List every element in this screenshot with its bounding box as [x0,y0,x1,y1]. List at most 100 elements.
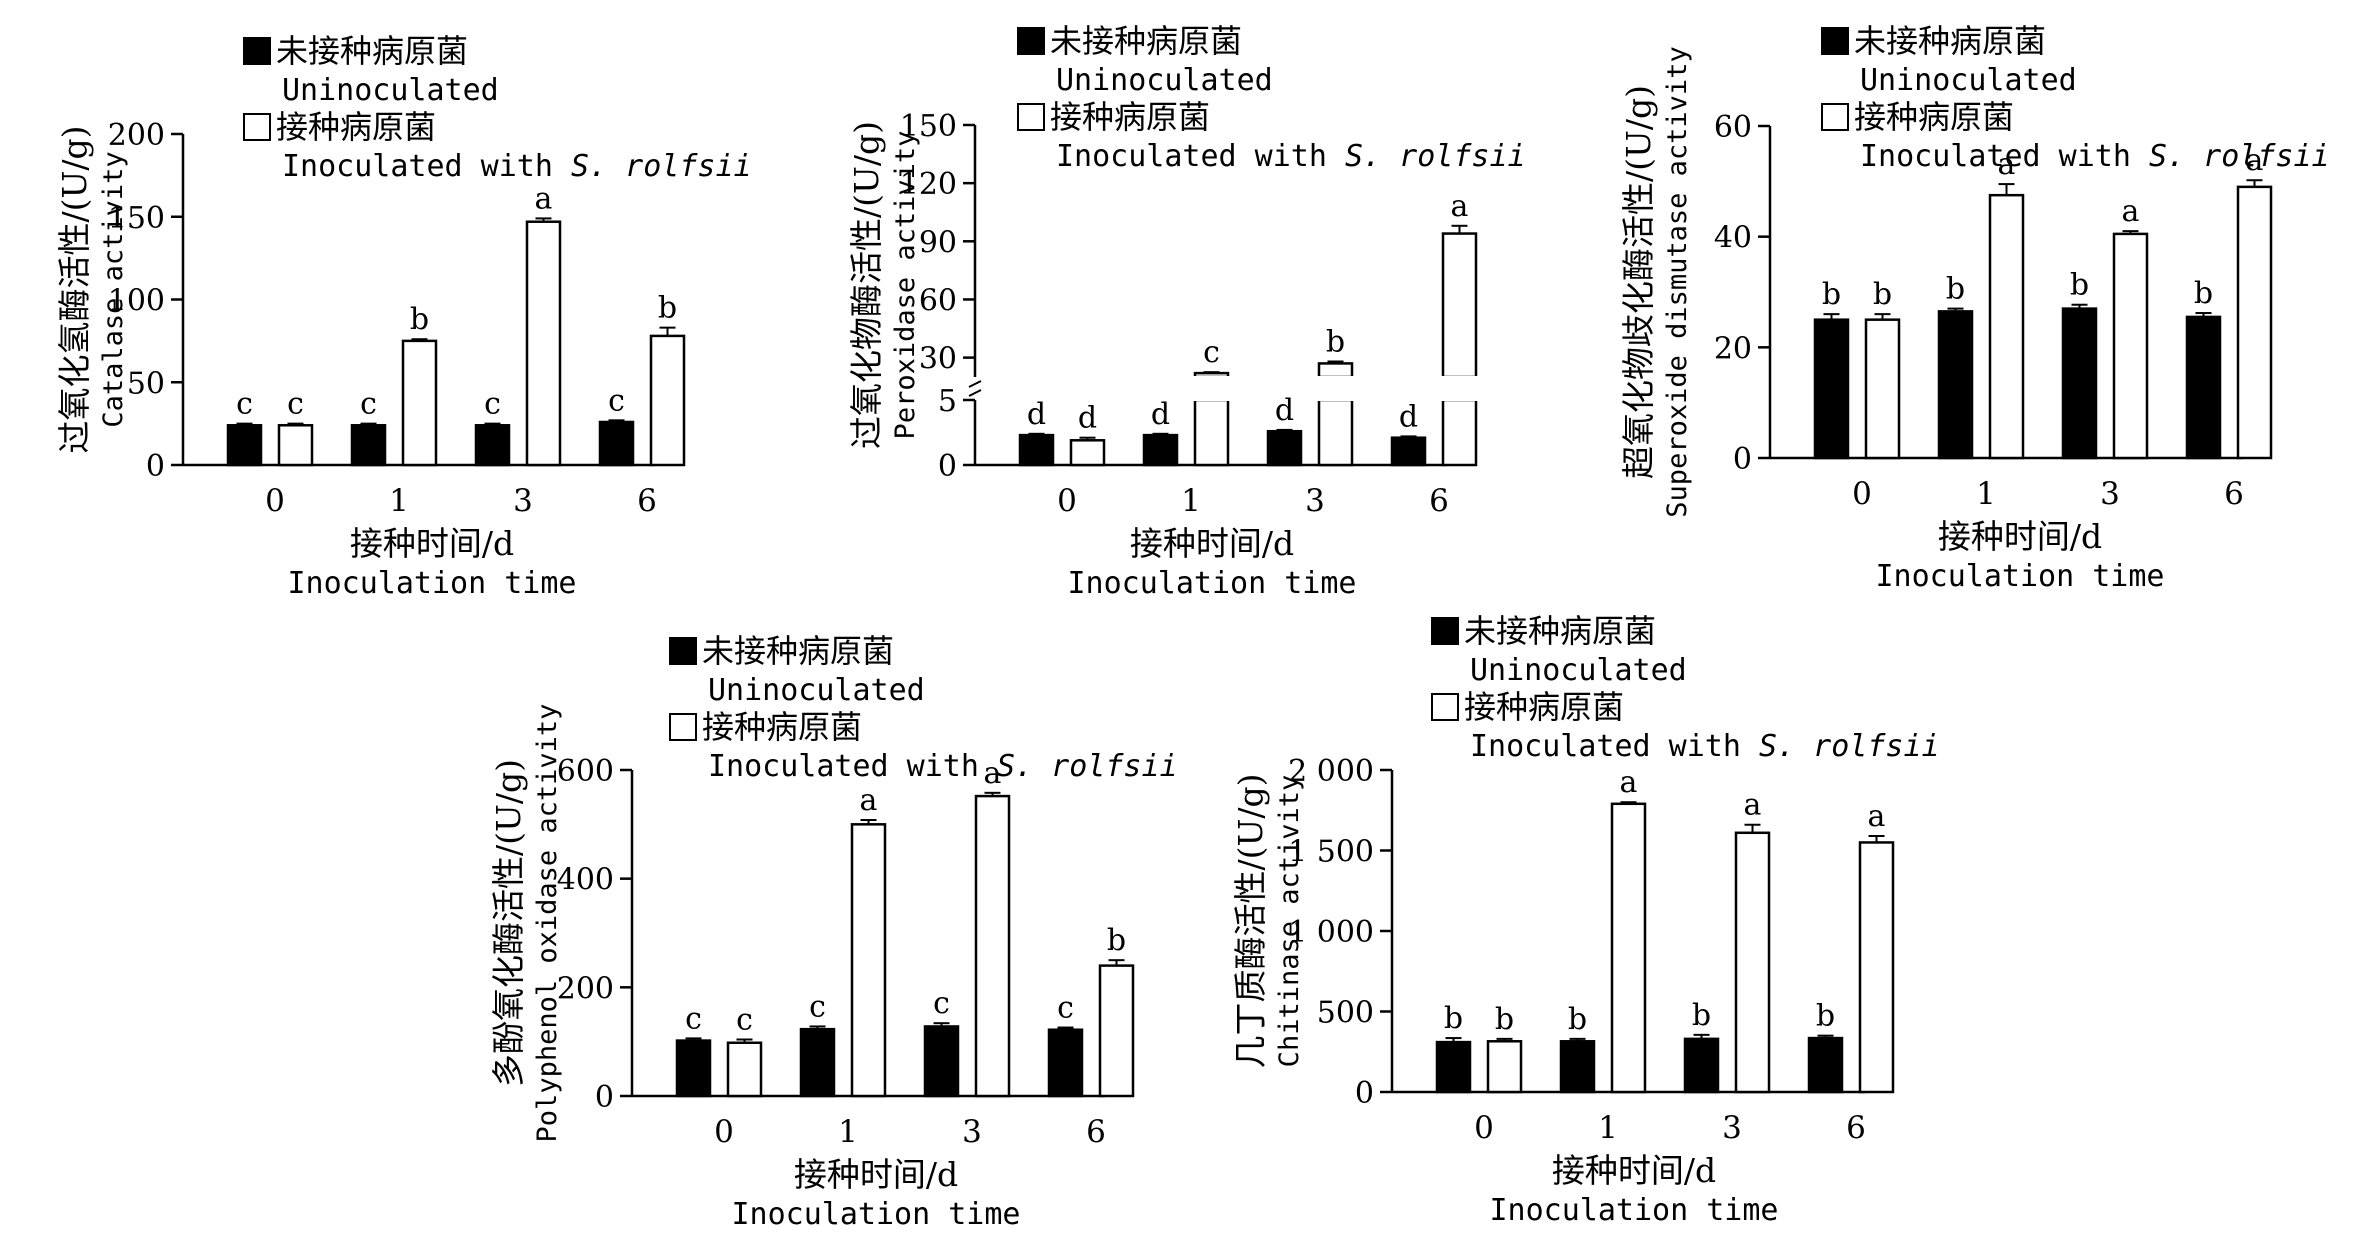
y-tick-label: 200 [108,118,165,153]
y-tick-label: 1 500 [1288,835,1374,870]
bar-ppo-s0-c2 [923,1025,960,1098]
significance-letter: c [236,387,253,422]
legend-label-uninoculated-en: Uninoculated [1470,653,1687,688]
bar-peroxidase-s1-c2 [1317,398,1354,467]
x-axis-label-cn: 接种时间/d [794,1155,958,1194]
bar-peroxidase-s0-c0 [1018,433,1055,467]
x-axis-label-en: Inoculation time [1068,566,1357,601]
y-axis-label-en: Polyphenol oxidase activity [532,704,563,1143]
significance-letter: a [1744,788,1762,823]
bar-chitinase-s0-c3 [1807,1036,1844,1094]
x-tick-label: 1 [1976,476,1996,512]
x-tick-label: 1 [838,1114,858,1150]
legend-label-inoculated-en: Inoculated with S. rolfsii [1860,139,2330,174]
x-axis-label-cn: 接种时间/d [350,524,514,563]
legend-swatch-uninoculated [243,37,271,65]
x-tick-label: 6 [637,483,657,519]
significance-letter: c [1203,335,1220,370]
bar-catalase-s1-c3 [649,334,686,467]
x-axis-label-en: Inoculation time [1490,1193,1779,1228]
y-tick-label: 400 [557,863,614,898]
significance-letter: a [1451,189,1469,224]
significance-letter: b [2194,276,2213,311]
y-tick-label: 500 [1317,996,1374,1031]
bar-catalase-s1-c1 [401,339,438,467]
y-tick-label: 150 [900,109,957,144]
significance-letter: d [1027,397,1046,432]
y-tick-label: 0 [595,1080,614,1115]
axis-break-mark [968,380,982,388]
bar-sod-s0-c3 [2185,315,2222,460]
significance-letter: b [1816,999,1835,1034]
significance-letter: b [1568,1002,1587,1037]
bar-chitinase-s1-c3 [1858,841,1895,1094]
bar-ppo-s0-c0 [675,1039,712,1098]
significance-letter: c [1057,991,1074,1026]
bar-sod-s0-c1 [1937,310,1974,460]
significance-letter: a [860,783,878,818]
legend-label-uninoculated-cn: 未接种病原菌 [276,32,468,70]
legend-swatch-inoculated [1431,693,1459,721]
x-axis-label-cn: 接种时间/d [1552,1151,1716,1190]
significance-letter: c [685,1001,702,1036]
legend-pathogen-name: S. rolfsii [1345,139,1526,174]
y-tick-label: 40 [1714,221,1752,256]
significance-letter: d [1151,397,1170,432]
significance-letter: c [809,989,826,1024]
bar-sod-s1-c2 [2112,232,2149,460]
significance-letter: b [1326,324,1345,359]
legend-label-uninoculated-cn: 未接种病原菌 [1050,22,1242,60]
y-tick-label: 200 [557,971,614,1006]
legend-label-inoculated-en: Inoculated with S. rolfsii [1056,139,1526,174]
legend-swatch-inoculated [1017,103,1045,131]
significance-letter: c [360,387,377,422]
significance-letter: a [535,181,553,216]
legend-label-uninoculated-cn: 未接种病原菌 [1854,22,2046,60]
significance-letter: b [1946,272,1965,307]
significance-letter: c [484,387,501,422]
bar-catalase-s1-c0 [277,424,314,467]
x-axis-label-en: Inoculation time [288,566,577,601]
y-tick-label: 60 [919,283,957,318]
bar-sod-s0-c2 [2061,307,2098,460]
legend-label-inoculated-en: Inoculated with S. rolfsii [708,749,1178,784]
legend-label-uninoculated-en: Uninoculated [1860,63,2077,98]
x-tick-label: 3 [2100,476,2120,512]
bar-sod-s1-c0 [1864,318,1901,460]
x-tick-label: 1 [1181,483,1201,519]
significance-letter: b [1692,998,1711,1033]
bar-sod-s1-c1 [1988,193,2025,460]
bar-chitinase-s1-c1 [1610,802,1647,1094]
significance-letter: d [1275,393,1294,428]
significance-letter: b [658,291,677,326]
x-tick-label: 0 [265,483,285,519]
x-tick-label: 6 [1086,1114,1106,1150]
bar-peroxidase-s1-c0 [1069,439,1106,467]
bar-peroxidase-s0-c2 [1266,429,1303,467]
legend-label-uninoculated-cn: 未接种病原菌 [702,632,894,670]
bar-chitinase-s1-c2 [1734,831,1771,1094]
y-tick-label: 20 [1714,331,1752,366]
significance-letter: b [1444,1001,1463,1036]
bar-peroxidase-s1-c1 [1193,398,1230,467]
y-axis-label-en: Peroxidase activity [890,131,921,440]
bar-catalase-s0-c2 [474,424,511,467]
legend-swatch-inoculated [243,113,271,141]
legend-label-inoculated-cn: 接种病原菌 [702,708,862,746]
y-axis-label-en: Chitinase activity [1274,775,1305,1068]
legend-swatch-uninoculated [1431,617,1459,645]
legend-label-inoculated-cn: 接种病原菌 [1050,98,1210,136]
bar-catalase-s0-c0 [226,424,263,467]
x-tick-label: 6 [2224,476,2244,512]
x-tick-label: 3 [1305,483,1325,519]
y-axis-label-en: Catalase activity [98,151,129,427]
